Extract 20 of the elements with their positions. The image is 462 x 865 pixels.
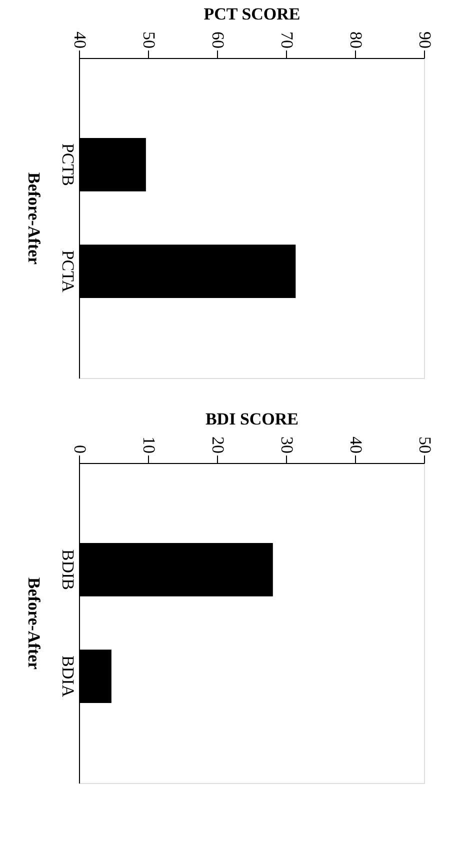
y-axis-title: Before-After [24,172,44,266]
x-tick-label: 40 [346,436,366,454]
y-axis-title: Before-After [24,577,44,670]
x-tick-label: 70 [278,32,296,48]
y-tick-label: PCTB [58,143,78,186]
x-tick-label: 50 [416,436,434,454]
y-tick-label: BDIB [58,549,78,590]
x-tick-label: 0 [70,445,90,454]
x-axis-title: BDI SCORE [205,410,299,428]
x-tick-label: 20 [208,436,228,454]
x-tick-label: 30 [278,436,296,454]
x-tick-label: 50 [140,32,158,48]
x-tick-label: 10 [140,436,158,454]
x-axis-title: PCT SCORE [204,4,300,24]
x-tick-label: 60 [208,32,228,48]
x-tick-label: 80 [346,32,366,48]
x-tick-label: 40 [70,32,90,48]
y-tick-label: PCTA [58,250,78,294]
x-tick-label: 90 [416,32,434,48]
y-tick-label: BDIA [58,656,78,698]
